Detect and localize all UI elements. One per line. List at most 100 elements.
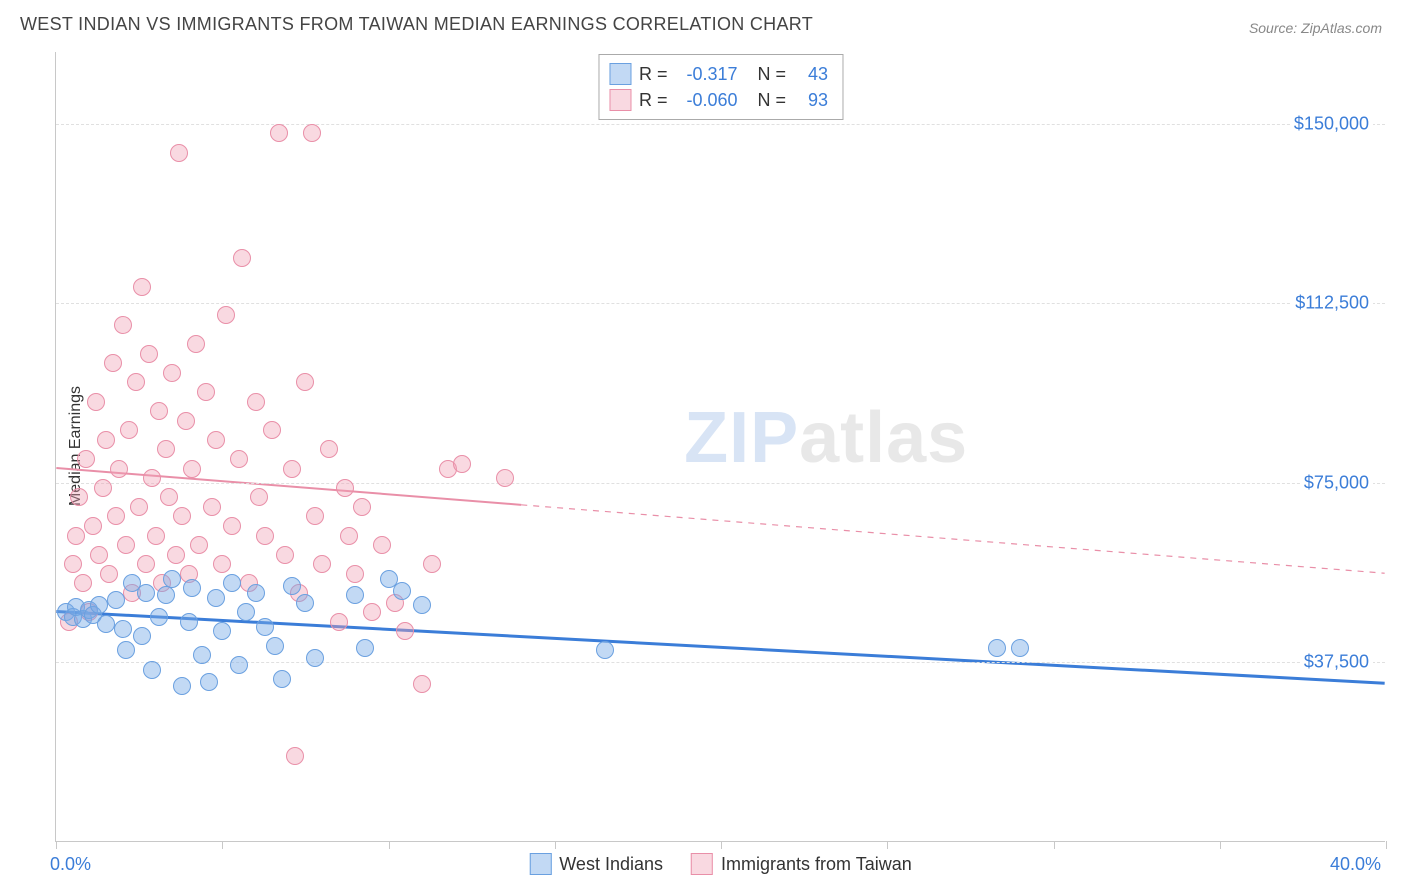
stats-r-label: R = — [639, 87, 668, 113]
scatter-point — [330, 613, 348, 631]
scatter-point — [306, 507, 324, 525]
x-tick — [1386, 841, 1387, 849]
scatter-point — [266, 637, 284, 655]
scatter-point — [230, 450, 248, 468]
scatter-point — [67, 527, 85, 545]
x-tick — [721, 841, 722, 849]
x-tick — [1054, 841, 1055, 849]
legend-item-pink: Immigrants from Taiwan — [691, 853, 912, 875]
scatter-point — [256, 618, 274, 636]
scatter-point — [100, 565, 118, 583]
scatter-point — [203, 498, 221, 516]
scatter-point — [163, 364, 181, 382]
scatter-point — [340, 527, 358, 545]
scatter-point — [353, 498, 371, 516]
scatter-point — [296, 594, 314, 612]
y-gridline — [56, 662, 1385, 663]
scatter-point — [107, 507, 125, 525]
scatter-point — [110, 460, 128, 478]
watermark-atlas: atlas — [799, 398, 968, 478]
scatter-point — [423, 555, 441, 573]
scatter-point — [213, 555, 231, 573]
scatter-point — [133, 278, 151, 296]
scatter-point — [393, 582, 411, 600]
scatter-point — [90, 546, 108, 564]
scatter-point — [137, 584, 155, 602]
scatter-point — [247, 584, 265, 602]
legend-swatch-pink — [691, 853, 713, 875]
source-attribution: Source: ZipAtlas.com — [1249, 20, 1382, 36]
scatter-point — [988, 639, 1006, 657]
scatter-point — [127, 373, 145, 391]
x-tick — [56, 841, 57, 849]
scatter-point — [217, 306, 235, 324]
y-tick-label: $37,500 — [1300, 652, 1373, 673]
x-tick — [1220, 841, 1221, 849]
scatter-point — [137, 555, 155, 573]
chart-plot-area: ZIPatlas R = -0.317 N = 43 R = -0.060 N … — [55, 52, 1385, 842]
stats-n-pink: 93 — [794, 87, 828, 113]
scatter-point — [233, 249, 251, 267]
stats-n-blue: 43 — [794, 61, 828, 87]
y-gridline — [56, 303, 1385, 304]
scatter-point — [170, 144, 188, 162]
scatter-point — [396, 622, 414, 640]
scatter-point — [97, 431, 115, 449]
scatter-point — [94, 479, 112, 497]
scatter-point — [596, 641, 614, 659]
scatter-point — [270, 124, 288, 142]
scatter-point — [207, 431, 225, 449]
legend-item-blue: West Indians — [529, 853, 663, 875]
scatter-point — [114, 316, 132, 334]
scatter-point — [183, 460, 201, 478]
scatter-point — [74, 574, 92, 592]
scatter-point — [223, 574, 241, 592]
stats-r-label: R = — [639, 61, 668, 87]
x-axis-min-label: 0.0% — [50, 854, 91, 875]
scatter-point — [183, 579, 201, 597]
scatter-point — [230, 656, 248, 674]
regression-lines-layer — [56, 52, 1385, 841]
scatter-point — [157, 586, 175, 604]
scatter-point — [163, 570, 181, 588]
scatter-point — [306, 649, 324, 667]
y-gridline — [56, 124, 1385, 125]
scatter-point — [373, 536, 391, 554]
scatter-point — [276, 546, 294, 564]
scatter-point — [263, 421, 281, 439]
scatter-point — [167, 546, 185, 564]
scatter-point — [180, 613, 198, 631]
x-tick — [887, 841, 888, 849]
scatter-point — [117, 536, 135, 554]
scatter-point — [107, 591, 125, 609]
scatter-point — [273, 670, 291, 688]
scatter-point — [117, 641, 135, 659]
legend-label-pink: Immigrants from Taiwan — [721, 854, 912, 875]
scatter-point — [187, 335, 205, 353]
scatter-point — [247, 393, 265, 411]
correlation-stats-box: R = -0.317 N = 43 R = -0.060 N = 93 — [598, 54, 843, 120]
scatter-point — [223, 517, 241, 535]
scatter-point — [363, 603, 381, 621]
scatter-point — [200, 673, 218, 691]
scatter-point — [77, 450, 95, 468]
scatter-point — [150, 402, 168, 420]
scatter-point — [356, 639, 374, 657]
scatter-point — [114, 620, 132, 638]
scatter-point — [250, 488, 268, 506]
stats-row-blue: R = -0.317 N = 43 — [609, 61, 828, 87]
scatter-point — [160, 488, 178, 506]
scatter-point — [143, 661, 161, 679]
scatter-point — [143, 469, 161, 487]
x-tick — [222, 841, 223, 849]
scatter-point — [496, 469, 514, 487]
scatter-point — [133, 627, 151, 645]
scatter-point — [256, 527, 274, 545]
scatter-point — [90, 596, 108, 614]
scatter-point — [197, 383, 215, 401]
scatter-point — [1011, 639, 1029, 657]
regression-line — [56, 611, 1384, 683]
scatter-point — [413, 596, 431, 614]
scatter-point — [213, 622, 231, 640]
scatter-point — [147, 527, 165, 545]
